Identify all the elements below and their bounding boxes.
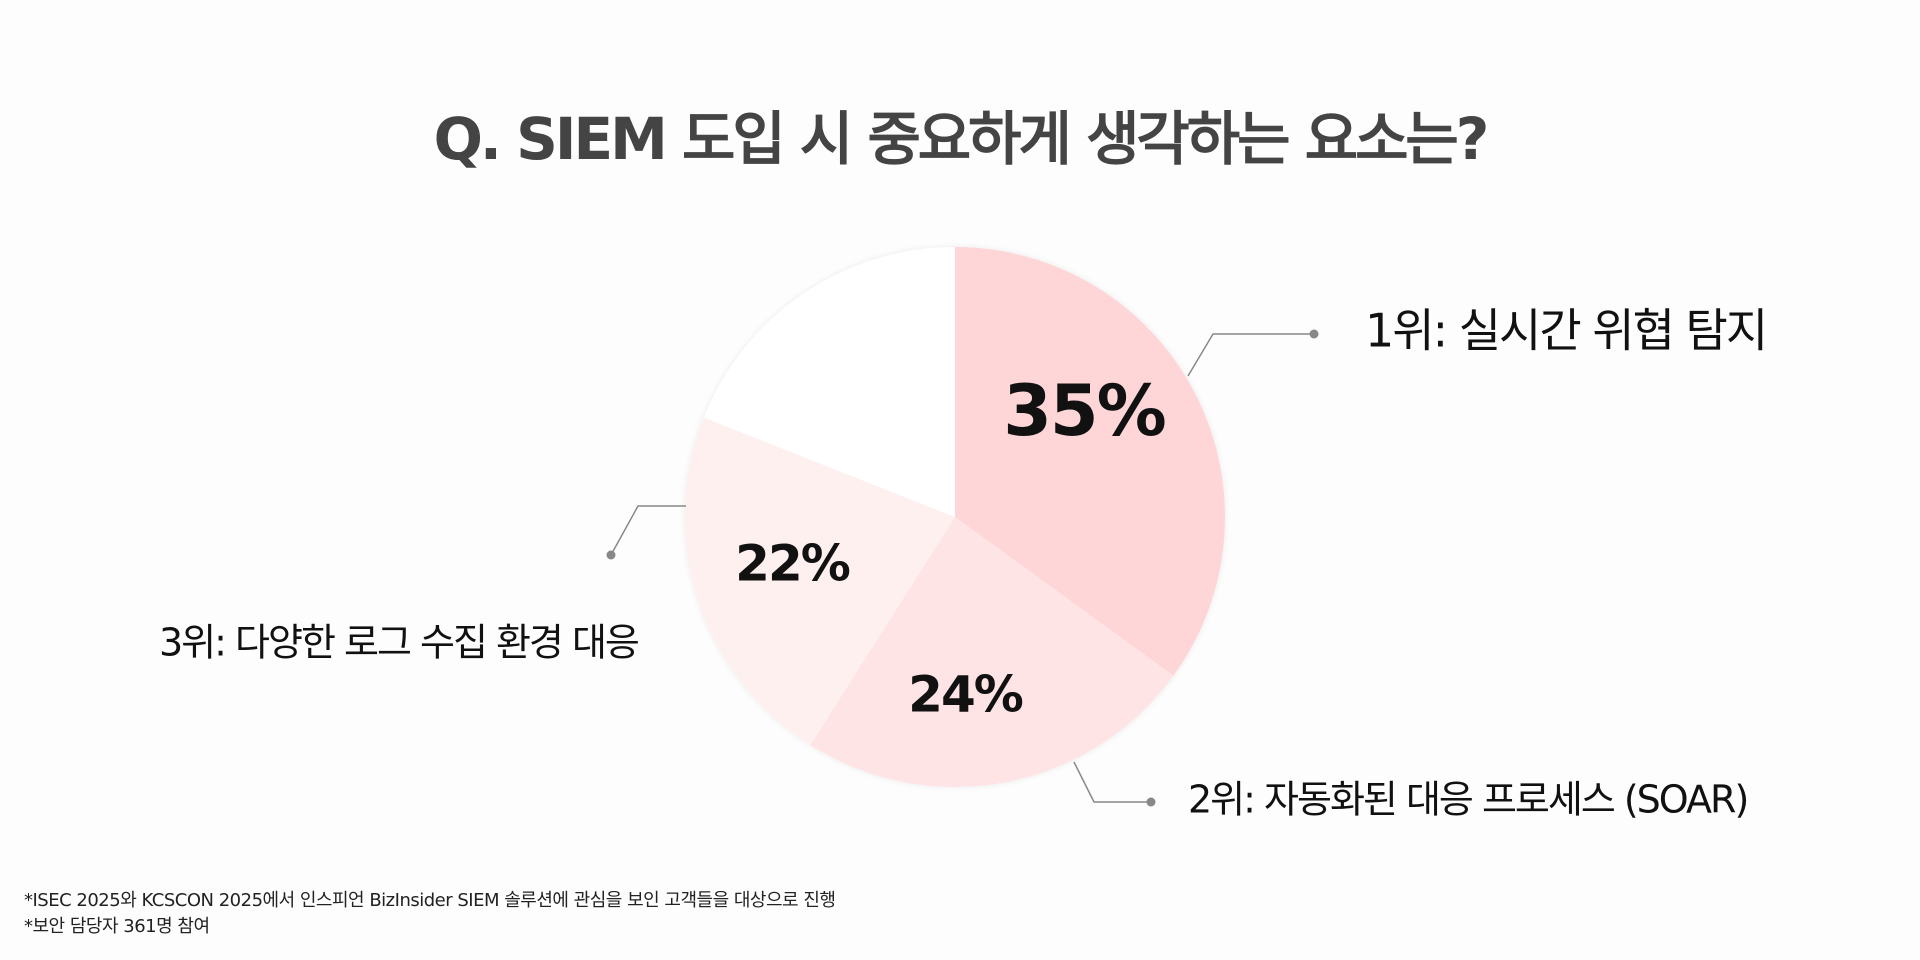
chart-title: Q. SIEM 도입 시 중요하게 생각하는 요소는? xyxy=(434,105,1487,173)
leader-line xyxy=(1073,761,1151,803)
category-label: 2위: 자동화된 대응 프로세스 (SOAR) xyxy=(1188,778,1747,822)
value-label: 22% xyxy=(735,535,850,593)
pie-slice xyxy=(955,247,1225,676)
leader-dot xyxy=(606,550,616,560)
category-label: 1위: 실시간 위협 탐지 xyxy=(1365,304,1766,358)
pie-slice xyxy=(703,246,955,517)
leader-dot xyxy=(1146,797,1156,807)
pie-slice xyxy=(685,417,955,745)
footnote: *ISEC 2025와 KCSCON 2025에서 인스피언 BizInside… xyxy=(24,890,835,911)
pie xyxy=(685,246,1225,787)
pie-slice xyxy=(810,517,1174,787)
value-label: 35% xyxy=(1003,370,1165,452)
value-label: 24% xyxy=(908,666,1023,724)
leader-dot xyxy=(1309,329,1319,339)
category-label: 3위: 다양한 로그 수집 환경 대응 xyxy=(159,621,638,665)
leader-line xyxy=(610,505,686,556)
leader-line xyxy=(1187,333,1314,377)
footnote: *보안 담당자 361명 참여 xyxy=(24,916,210,937)
